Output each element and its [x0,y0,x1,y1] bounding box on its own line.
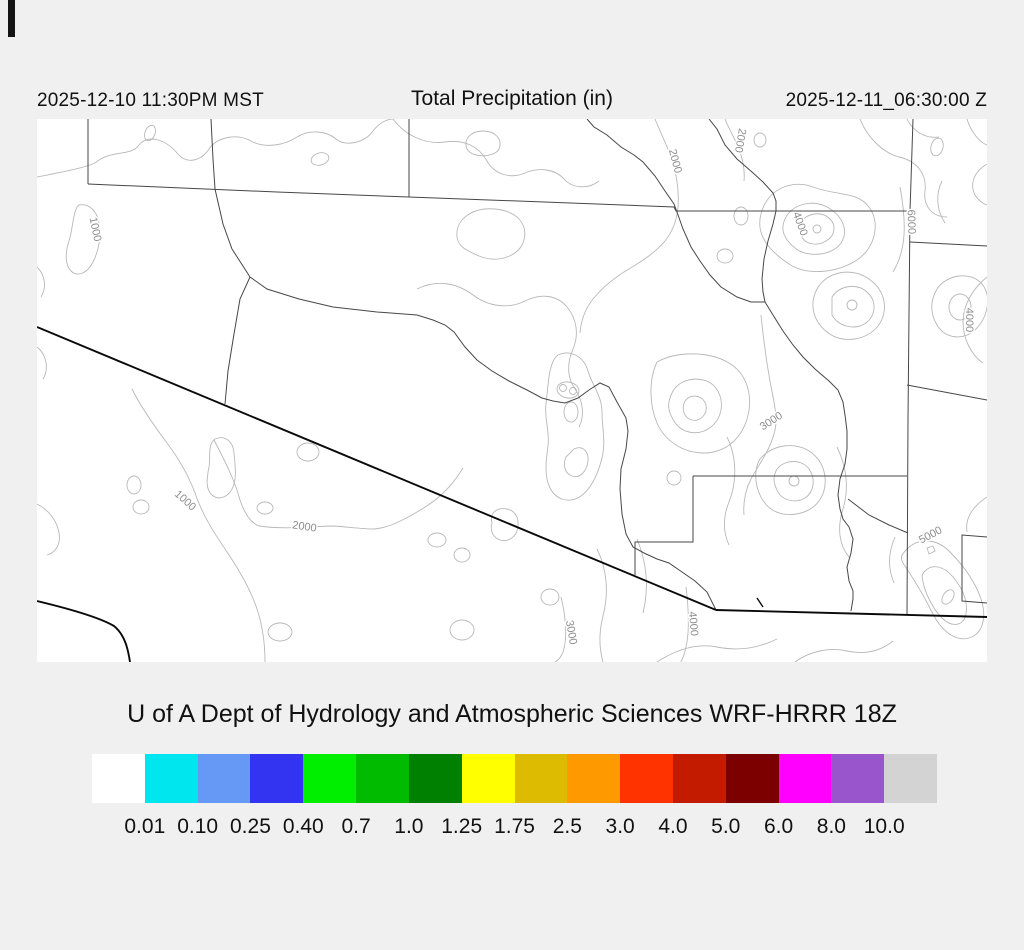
contour-label: 3000 [563,619,579,645]
valid-time-local: 2025-12-10 11:30PM MST [37,90,264,111]
contour-label: 4000 [963,308,975,332]
valid-time-utc: 2025-12-11_06:30:00 Z [785,90,987,111]
international-border-lines [37,326,987,662]
colorbar-cell [778,754,832,803]
colorbar-tick-label: 1.25 [441,815,483,838]
colorbar-cell [884,754,937,803]
colorbar-cell [831,754,885,803]
colorbar-tick-label: 0.01 [124,815,166,838]
colorbar-cell [197,754,251,803]
colorbar-tick-label: 4.0 [658,815,688,838]
colorbar-tick-label: 0.10 [177,815,219,838]
colorbar-cell [92,754,145,803]
colorbar-tick-label: 1.75 [494,815,535,838]
colorbar-cell [514,754,568,803]
contour-label: 2000 [291,519,317,534]
colorbar-cell [356,754,409,803]
precip-colorbar-labels: 0.01 0.10 0.25 0.40 0.7 1.0 1.25 1.75 2.5 3.0 4.0 5… [92,815,937,839]
precipitation-map: 1000 2000 2000 4000 6000 4000 1000 2000 3000 5000… [37,119,987,662]
contour-label: 2000 [732,127,748,153]
colorbar-tick-label: 0.7 [341,815,371,838]
contour-label: 4000 [686,611,700,636]
contour-label: 4000 [790,210,810,237]
colorbar-cell [567,754,621,803]
colorbar-tick-label: 6.0 [763,815,794,838]
colorbar-tick-label: 5.0 [711,815,741,838]
colorbar-tick-label: 3.0 [605,815,635,838]
colorbar-tick-label: 0.25 [230,815,271,838]
colorbar-cell [672,754,726,803]
precip-colorbar [92,754,937,803]
colorbar-tick-label: 1.0 [394,815,424,838]
elevation-contour-lines [37,119,987,662]
footer-title: U of A Dept of Hydrology and Atmospheric… [127,700,897,728]
contour-label: 3000 [758,410,785,433]
colorbar-tick-label: 2.5 [552,815,582,838]
colorbar-cell [144,754,198,803]
contour-label: 5000 [917,524,944,546]
colorbar-cell [303,754,357,803]
contour-label: 2000 [666,148,684,175]
colorbar-tick-label: 0.40 [282,815,324,838]
corner-mark [8,0,15,37]
county-boundary-lines [87,119,987,616]
colorbar-tick-label: 10.0 [863,815,905,838]
contour-label: 6000 [905,209,918,234]
colorbar-cell [620,754,673,803]
colorbar-cell [725,754,779,803]
page-title: Total Precipitation (in) [411,87,613,110]
colorbar-cell [408,754,462,803]
colorbar-cell [461,754,515,803]
contour-label: 1000 [87,216,104,242]
colorbar-tick-label: 8.0 [816,815,846,838]
colorbar-cell [250,754,304,803]
